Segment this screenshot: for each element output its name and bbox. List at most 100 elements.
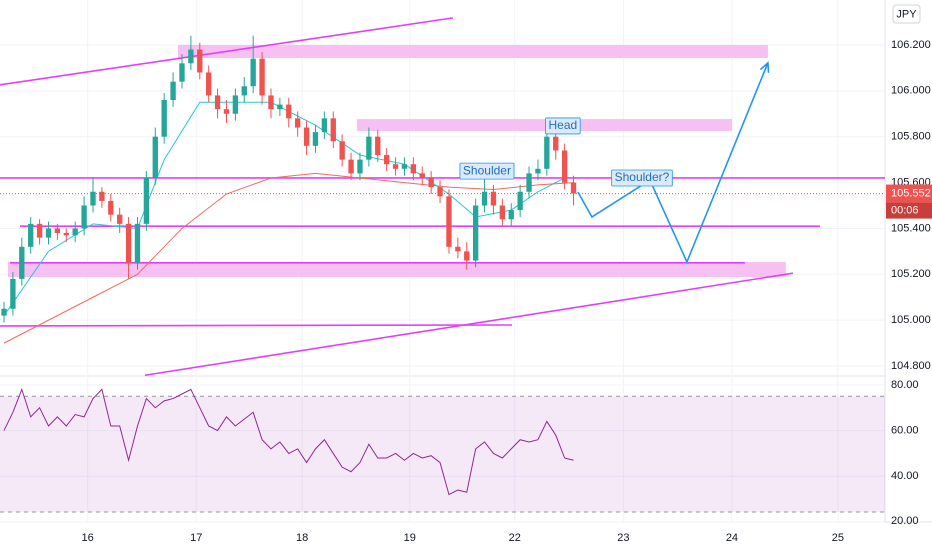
candle-body	[54, 228, 61, 234]
candle-body	[339, 141, 345, 160]
annotation: Head	[549, 118, 578, 132]
zone	[177, 44, 768, 59]
candle-body	[357, 159, 363, 174]
x-tick-label: 19	[404, 532, 416, 544]
annotation: Shoulder	[463, 163, 511, 177]
candle-body	[206, 72, 212, 96]
candle-body	[1, 308, 7, 316]
x-tick-label: 25	[832, 532, 844, 544]
candle-body	[277, 104, 283, 110]
x-tick-label: 22	[509, 532, 521, 544]
countdown: 00:06	[891, 204, 919, 216]
candle-body	[570, 182, 577, 194]
candle-body	[36, 223, 43, 238]
y-tick-label: 105.000	[891, 314, 931, 326]
candle-body	[392, 164, 399, 169]
candle-body	[28, 223, 34, 247]
candle-body	[499, 205, 506, 220]
trend-line	[144, 272, 794, 377]
arrow-head	[759, 61, 770, 73]
candle-body	[72, 228, 78, 236]
x-tick-label: 18	[296, 532, 308, 544]
candle-body	[232, 95, 239, 114]
x-tick-label: 24	[726, 532, 738, 544]
candle-body	[170, 81, 176, 100]
candle-body	[508, 210, 514, 220]
candle-body	[223, 109, 230, 114]
candle-body	[250, 58, 256, 87]
candle-body	[259, 58, 265, 96]
candle-body	[179, 63, 185, 82]
candle-body	[472, 205, 479, 261]
annotation-box	[459, 162, 515, 180]
rsi-tick-label: 80.00	[891, 379, 919, 391]
candle-body	[383, 155, 390, 165]
annotation-box	[611, 169, 673, 187]
candle-body	[143, 177, 150, 224]
candle-body	[366, 136, 372, 160]
trend-line	[0, 324, 512, 327]
rsi-tick-label: 40.00	[891, 470, 919, 482]
candle-body	[401, 164, 408, 169]
candle-body	[455, 246, 461, 252]
candle-body	[214, 95, 221, 110]
annotation: Shoulder?	[615, 170, 670, 184]
y-tick-label: 106.000	[891, 85, 931, 97]
candle-body	[561, 150, 568, 183]
candle-body	[134, 223, 141, 263]
last-price-label: 105.552	[891, 187, 931, 199]
candle-body	[45, 228, 52, 238]
candle-body	[348, 159, 354, 174]
rsi-line	[3, 387, 574, 496]
candle-body	[108, 200, 114, 215]
currency: JPY	[896, 8, 917, 20]
rsi-tick-label: 60.00	[891, 424, 919, 436]
y-tick-label: 104.800	[891, 360, 931, 372]
candle-body	[321, 118, 328, 133]
candle-body	[517, 191, 523, 211]
zone	[356, 119, 732, 131]
rsi-tick-label: 20.00	[891, 515, 919, 527]
candle-body	[303, 127, 310, 146]
y-tick-label: 106.200	[891, 39, 931, 51]
candle-body	[419, 173, 425, 178]
candle-body	[125, 223, 132, 263]
candle-body	[437, 187, 443, 197]
candle-body	[526, 173, 532, 192]
y-tick-label: 105.800	[891, 131, 931, 143]
candle-body	[428, 177, 434, 188]
candle-body	[81, 205, 87, 229]
x-tick-label: 23	[617, 532, 629, 544]
trend-line	[0, 17, 454, 86]
candle-body	[410, 164, 417, 174]
candle-body	[464, 251, 470, 261]
candle-body	[117, 214, 123, 224]
candle-body	[490, 191, 497, 206]
x-tick-label: 17	[190, 532, 202, 544]
candle-body	[152, 136, 158, 178]
x-tick-label: 16	[82, 532, 94, 544]
rsi-band	[0, 396, 885, 512]
candle-body	[286, 104, 292, 119]
candle-body	[161, 100, 167, 137]
candle-body	[375, 136, 381, 156]
candle-body	[90, 191, 96, 206]
candle-body	[19, 246, 25, 279]
last-price-box	[886, 184, 932, 203]
candle-body	[188, 49, 194, 64]
countdown-box	[886, 202, 932, 219]
candle-body	[241, 86, 247, 96]
zone	[8, 261, 786, 278]
y-tick-label: 105.400	[891, 222, 931, 234]
candle-body	[268, 95, 274, 110]
currency-box[interactable]	[892, 4, 921, 24]
candle-body	[295, 118, 301, 128]
candle-body	[535, 168, 541, 174]
candle-body	[553, 136, 559, 151]
candle-body	[99, 191, 105, 201]
candle-body	[481, 191, 488, 206]
candle-body	[312, 132, 319, 146]
candle-body	[197, 49, 203, 73]
candle-body	[446, 196, 452, 247]
